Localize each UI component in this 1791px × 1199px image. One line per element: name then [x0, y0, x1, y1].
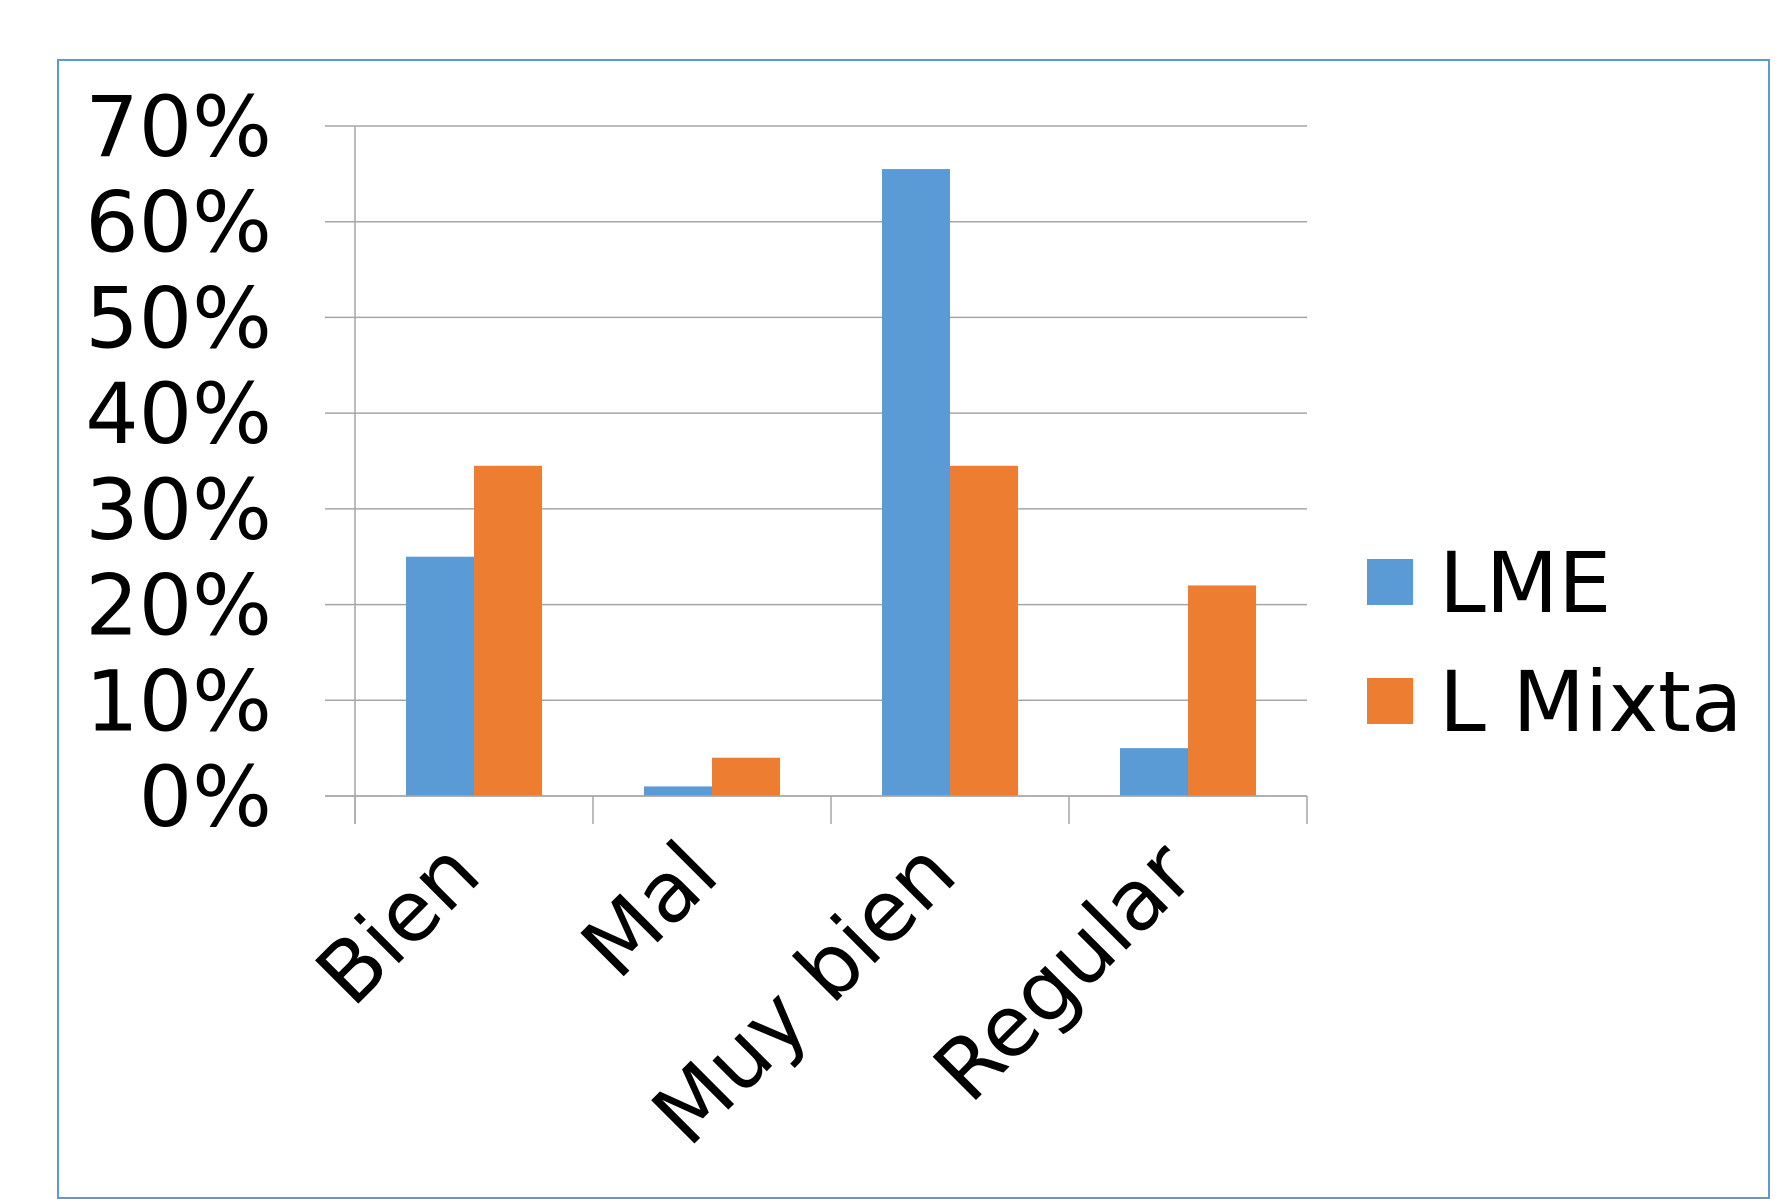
bar-lme-regular: [1120, 748, 1188, 796]
x-category-label: Regular: [915, 823, 1212, 1120]
x-category-label: Mal: [563, 823, 736, 996]
bar-lme-bien: [406, 556, 474, 796]
y-tick-label: 0%: [139, 748, 272, 846]
y-tick-label: 70%: [85, 78, 272, 176]
y-tick-label: 50%: [85, 269, 272, 367]
y-tick-label: 10%: [85, 652, 272, 750]
bar-lme-mal: [644, 786, 712, 796]
bar-l-mixta-mal: [712, 757, 780, 796]
bar-l-mixta-regular: [1188, 585, 1256, 796]
legend-label-l-mixta: L Mixta: [1439, 653, 1742, 751]
legend-swatch-lme: [1367, 559, 1413, 605]
legend-swatch-l-mixta: [1367, 678, 1413, 724]
x-category-label: Bien: [297, 823, 498, 1024]
y-tick-label: 30%: [85, 461, 272, 559]
bar-l-mixta-muy-bien: [950, 465, 1018, 796]
y-tick-label: 20%: [85, 557, 272, 655]
y-tick-label: 40%: [85, 365, 272, 463]
bar-lme-muy-bien: [882, 169, 950, 797]
legend-label-lme: LME: [1439, 534, 1611, 632]
y-tick-label: 60%: [85, 174, 272, 272]
bar-l-mixta-bien: [474, 465, 542, 796]
